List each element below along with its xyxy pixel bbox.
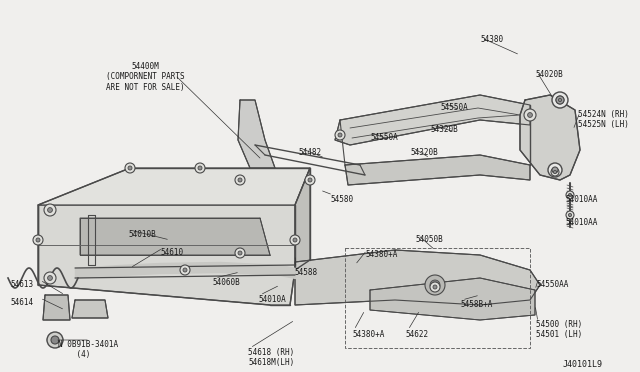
Text: 54380+A: 54380+A [352, 330, 385, 339]
Text: 5458B+A: 5458B+A [460, 300, 492, 309]
Circle shape [47, 208, 52, 212]
Circle shape [198, 166, 202, 170]
Polygon shape [38, 168, 310, 205]
Circle shape [548, 163, 562, 177]
Circle shape [556, 96, 564, 104]
Polygon shape [295, 168, 310, 270]
Text: 54010A: 54010A [258, 295, 285, 304]
Circle shape [47, 276, 52, 280]
Circle shape [552, 92, 568, 108]
Polygon shape [47, 333, 63, 347]
Text: 54380: 54380 [480, 35, 503, 44]
Bar [345, 248, 530, 348]
Circle shape [238, 178, 242, 182]
Polygon shape [295, 250, 540, 305]
Polygon shape [370, 278, 535, 320]
Text: J40101L9: J40101L9 [563, 360, 603, 369]
Circle shape [433, 285, 437, 289]
Circle shape [566, 191, 574, 199]
Text: 54400M
(COMPORNENT PARTS
ARE NOT FOR SALE): 54400M (COMPORNENT PARTS ARE NOT FOR SAL… [106, 62, 184, 92]
Circle shape [33, 235, 43, 245]
Polygon shape [335, 95, 530, 145]
Text: 54580: 54580 [330, 195, 353, 204]
Text: 54320B: 54320B [410, 148, 438, 157]
Text: 54550A: 54550A [440, 103, 468, 112]
Text: 54010AA: 54010AA [565, 218, 597, 227]
Circle shape [430, 282, 440, 292]
Circle shape [290, 235, 300, 245]
Text: N 0B91B-3401A
    (4): N 0B91B-3401A (4) [58, 340, 118, 359]
Circle shape [338, 133, 342, 137]
Circle shape [551, 168, 559, 176]
Circle shape [125, 163, 135, 173]
Text: 54500 (RH)
54501 (LH): 54500 (RH) 54501 (LH) [536, 320, 582, 339]
Circle shape [195, 163, 205, 173]
Polygon shape [43, 295, 70, 320]
Circle shape [44, 272, 56, 284]
Text: 54610: 54610 [160, 248, 183, 257]
Circle shape [128, 166, 132, 170]
Circle shape [568, 193, 572, 196]
Circle shape [566, 211, 574, 219]
Circle shape [51, 336, 59, 344]
Circle shape [558, 99, 562, 102]
Text: 54550AA: 54550AA [536, 280, 568, 289]
Text: 54380+A: 54380+A [365, 250, 397, 259]
Circle shape [527, 113, 532, 118]
Text: 54614: 54614 [10, 298, 33, 307]
Text: 54613: 54613 [10, 280, 33, 289]
Circle shape [44, 204, 56, 216]
Circle shape [524, 109, 536, 121]
Polygon shape [520, 95, 580, 180]
Circle shape [238, 251, 242, 255]
Text: 54010B: 54010B [128, 230, 156, 239]
Text: 54588: 54588 [294, 268, 317, 277]
Text: 54618 (RH)
54618M(LH): 54618 (RH) 54618M(LH) [248, 348, 294, 368]
Circle shape [36, 238, 40, 242]
Text: 54020B: 54020B [535, 70, 563, 79]
Text: 54550A: 54550A [370, 133, 397, 142]
Polygon shape [72, 300, 108, 318]
Circle shape [308, 178, 312, 182]
Circle shape [235, 175, 245, 185]
Circle shape [180, 265, 190, 275]
Text: 54010AA: 54010AA [565, 195, 597, 204]
Circle shape [183, 268, 187, 272]
Circle shape [425, 275, 445, 295]
Circle shape [554, 170, 557, 174]
Circle shape [430, 280, 440, 290]
Circle shape [556, 96, 564, 104]
Text: 54320B: 54320B [430, 125, 458, 134]
Polygon shape [80, 218, 270, 255]
Circle shape [552, 167, 558, 173]
Circle shape [293, 238, 297, 242]
Circle shape [305, 175, 315, 185]
Text: 54050B: 54050B [415, 235, 443, 244]
Text: 54524N (RH)
54525N (LH): 54524N (RH) 54525N (LH) [578, 110, 629, 129]
Circle shape [47, 332, 63, 348]
Circle shape [568, 214, 572, 217]
Circle shape [235, 248, 245, 258]
Text: 54482: 54482 [298, 148, 321, 157]
Circle shape [335, 130, 345, 140]
Polygon shape [345, 155, 530, 185]
Polygon shape [238, 100, 275, 168]
Polygon shape [38, 205, 295, 305]
Text: 54622: 54622 [405, 330, 428, 339]
Text: 54060B: 54060B [212, 278, 240, 287]
